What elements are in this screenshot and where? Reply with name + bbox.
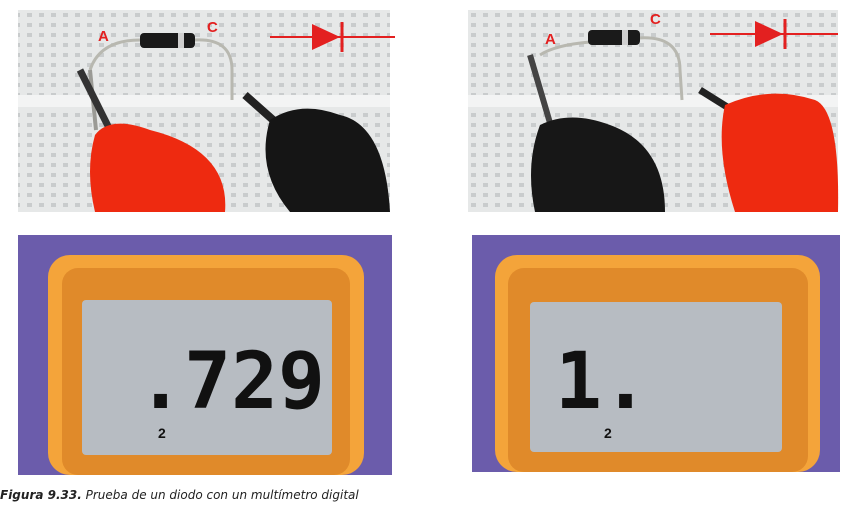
caption-text: Prueba de un diodo con un multímetro dig… xyxy=(86,488,360,502)
range-indicator: 2 xyxy=(604,425,612,441)
photo-forward: A C xyxy=(18,10,395,212)
cathode-label: C xyxy=(650,11,661,28)
lcd-reading: .729 xyxy=(137,337,325,427)
lcd-reading: 1. xyxy=(555,337,649,427)
meter-reverse: 1. 2 xyxy=(472,235,840,472)
caption: Figura 9.33. Prueba de un diodo con un m… xyxy=(0,488,359,502)
photo-reverse: A C xyxy=(468,10,839,212)
anode-label: A xyxy=(98,28,109,45)
meter-forward: .729 2 xyxy=(18,235,392,475)
figure-number: Figura 9.33. xyxy=(0,488,82,502)
range-indicator: 2 xyxy=(158,425,166,441)
anode-label: A xyxy=(545,31,556,48)
cathode-label: C xyxy=(207,19,218,36)
